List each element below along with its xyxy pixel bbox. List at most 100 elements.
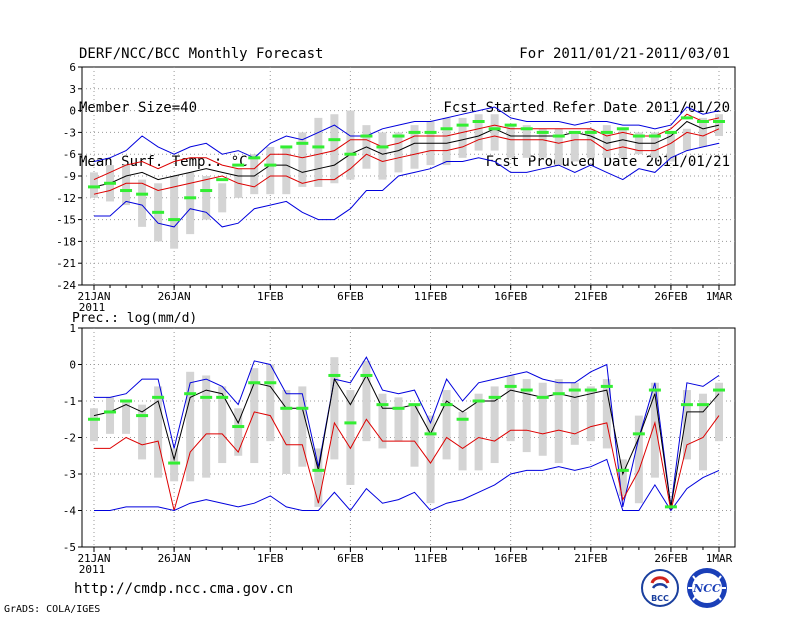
temp-spread-box	[474, 114, 483, 151]
temp-spread-box	[410, 125, 419, 169]
temp-spread-box	[442, 117, 451, 166]
temp-spread-box	[394, 132, 403, 173]
prec-spread-box	[202, 375, 211, 478]
prec-spread-box	[586, 386, 595, 442]
prec-spread-box	[378, 393, 387, 449]
bcc-logo: BCC	[641, 569, 679, 607]
temp-line-upper	[93, 113, 720, 181]
temp-y-tick-label: -9	[63, 170, 76, 183]
temp-spread-box	[122, 165, 131, 206]
temp-y-tick-label: -24	[56, 279, 76, 292]
temp-y-tick-label: 6	[69, 61, 76, 74]
prec-spread-box	[650, 382, 659, 478]
prec-spread-box	[410, 404, 419, 467]
prec-spread-box	[138, 404, 147, 460]
prec-spread-box	[154, 386, 163, 478]
prec-x-tick-label: 21FEB	[574, 552, 607, 565]
prec-spread-box	[538, 382, 547, 456]
temp-spread-box	[202, 176, 211, 220]
temp-x-tick-label: 1MAR	[706, 290, 733, 303]
prec-panel-title: Prec.: log(mm/d)	[72, 311, 197, 326]
bcc-logo-text: BCC	[651, 594, 669, 603]
temp-line-max	[93, 106, 720, 162]
temp-spread-box	[186, 172, 195, 235]
temp-x-tick-sublabel: 2011	[79, 301, 106, 314]
ncc-logo: NCC	[687, 568, 727, 608]
prec-spread-box	[698, 393, 707, 471]
prec-spread-box	[218, 386, 227, 464]
temp-y-tick-label: -18	[56, 235, 76, 248]
temp-line-mean	[93, 120, 720, 188]
temp-spread-box	[170, 176, 179, 249]
prec-x-tick-label: 1MAR	[706, 552, 733, 565]
prec-spread-box	[618, 459, 627, 496]
prec-spread-box	[682, 390, 691, 460]
prec-spread-box	[394, 397, 403, 442]
chart-title: DERF/NCC/BCC Monthly Forecast	[79, 46, 324, 62]
temp-y-tick-label: -3	[63, 126, 76, 139]
temp-x-tick-label: 16FEB	[494, 290, 527, 303]
prec-spread-box	[122, 401, 131, 434]
prec-spread-box	[522, 379, 531, 453]
prec-spread-box	[362, 360, 371, 442]
temp-x-tick-label: 6FEB	[337, 290, 364, 303]
prec-x-tick-label: 26FEB	[654, 552, 687, 565]
prec-line-upper	[93, 374, 720, 507]
prec-x-tick-label: 26JAN	[158, 552, 191, 565]
prec-spread-box	[346, 390, 355, 485]
prec-spread-box	[506, 375, 515, 442]
prec-x-tick-label: 16FEB	[494, 552, 527, 565]
prec-line-max	[94, 356, 720, 508]
prec-x-tick-label: 21JAN	[77, 552, 110, 565]
temp-spread-box	[586, 128, 595, 158]
prec-spread-box	[170, 448, 179, 482]
prec-spread-box	[474, 393, 483, 471]
prec-spread-box	[250, 368, 259, 464]
temp-spread-box	[378, 132, 387, 180]
prec-spread-box	[314, 448, 323, 507]
prec-spread-box	[634, 415, 643, 504]
temp-spread-box	[618, 128, 627, 158]
prec-y-tick-label: 1	[69, 322, 76, 335]
temp-spread-box	[298, 132, 307, 187]
temp-spread-box	[602, 125, 611, 158]
prec-line-lower	[94, 411, 720, 511]
prec-spread-box	[282, 390, 291, 474]
temp-line-min	[94, 142, 720, 228]
temp-y-tick-label: -12	[56, 192, 76, 205]
prec-spread-box	[106, 397, 115, 434]
temp-spread-box	[90, 172, 98, 198]
prec-x-tick-label: 11FEB	[414, 552, 447, 565]
prec-y-tick-label: -4	[63, 505, 77, 518]
prec-y-tick-label: -3	[63, 468, 76, 481]
temp-spread-box	[682, 128, 691, 151]
temp-spread-box	[218, 183, 227, 213]
forecast-period: For 2011/01/21-2011/03/01	[519, 46, 730, 62]
ncc-logo-text: NCC	[692, 582, 721, 595]
temp-spread-box	[650, 132, 659, 158]
forecast-start-date: Fcst Started Refer Date 2011/01/20	[443, 100, 730, 116]
temp-x-tick-label: 1FEB	[257, 290, 284, 303]
source-url[interactable]: http://cmdp.ncc.cma.gov.cn	[74, 581, 294, 597]
prec-spread-box	[298, 386, 307, 467]
temp-x-tick-label: 21FEB	[574, 290, 607, 303]
header-right: For 2011/01/21-2011/03/01 Fcst Started R…	[443, 9, 730, 189]
temp-y-tick-label: -6	[63, 148, 76, 161]
prec-spread-box	[554, 379, 563, 464]
prec-x-tick-label: 1FEB	[257, 552, 284, 565]
temp-x-tick-label: 26JAN	[158, 290, 191, 303]
temp-spread-box	[282, 146, 291, 195]
prec-spread-box	[602, 379, 611, 449]
grads-credit: GrADS: COLA/IGES	[4, 604, 101, 615]
prec-spread-box	[90, 408, 98, 442]
prec-spread-box	[442, 390, 451, 460]
temp-x-tick-label: 26FEB	[654, 290, 687, 303]
temp-spread-box	[330, 114, 339, 184]
prec-spread-box	[458, 411, 467, 471]
prec-spread-box	[715, 382, 723, 442]
temp-y-tick-label: 0	[69, 105, 76, 118]
prec-y-tick-label: 0	[69, 359, 76, 372]
prec-x-tick-sublabel: 2011	[79, 563, 106, 576]
prec-x-tick-label: 6FEB	[337, 552, 364, 565]
